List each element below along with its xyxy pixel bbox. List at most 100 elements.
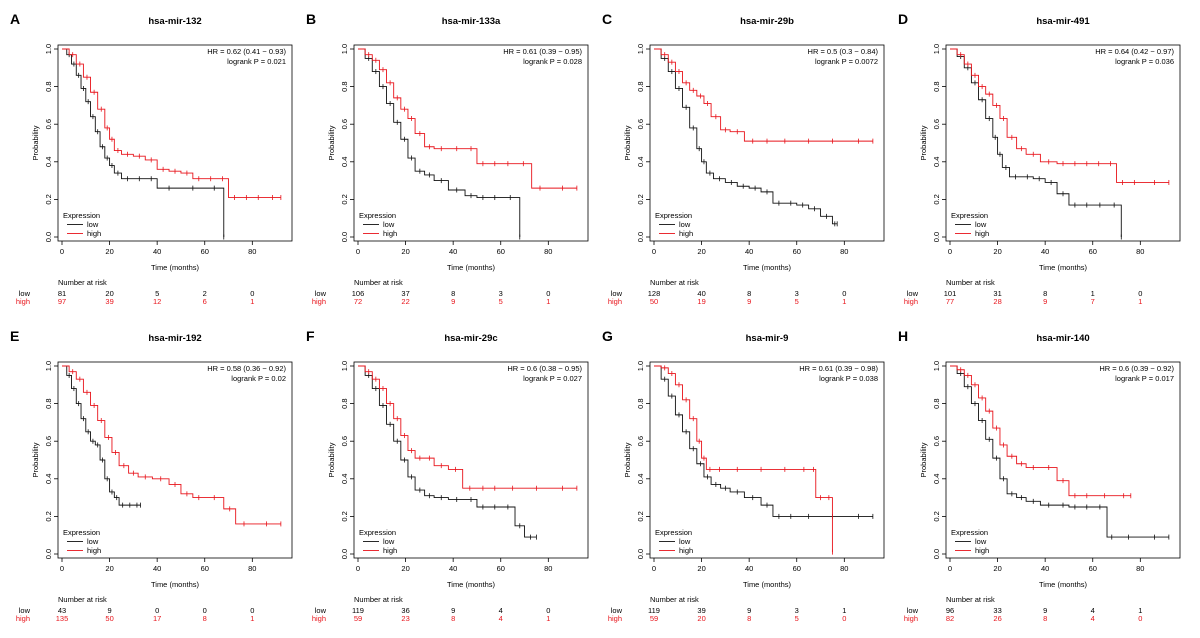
legend-label-low: low	[679, 537, 691, 546]
risk-value-low: 8	[1043, 289, 1047, 298]
x-tick-label: 60	[497, 247, 505, 256]
legend-label-high: high	[975, 546, 989, 555]
risk-value-low: 20	[105, 289, 113, 298]
risk-value-low: 33	[993, 606, 1001, 615]
legend-label-high: high	[975, 229, 989, 238]
x-axis-label: Time (months)	[151, 580, 200, 589]
series-line-high	[62, 48, 281, 198]
y-tick-label: 0.4	[340, 157, 349, 167]
x-tick-label: 60	[201, 247, 209, 256]
risk-table-title: Number at risk	[650, 595, 699, 604]
series-line-high	[654, 48, 873, 142]
risk-value-low: 128	[648, 289, 661, 298]
y-tick-label: 1.0	[340, 44, 349, 54]
panel-letter: B	[306, 11, 316, 27]
legend-title: Expression	[655, 528, 692, 537]
x-tick-label: 40	[153, 247, 161, 256]
risk-value-high: 135	[56, 614, 69, 623]
panel-letter: F	[306, 328, 315, 344]
y-tick-label: 0.8	[636, 398, 645, 408]
y-tick-label: 1.0	[932, 361, 941, 371]
y-tick-label: 0.0	[932, 549, 941, 559]
y-tick-label: 0.8	[44, 398, 53, 408]
x-tick-label: 0	[60, 564, 64, 573]
legend-title: Expression	[951, 211, 988, 220]
logrank-annotation: logrank P = 0.0072	[815, 57, 878, 66]
x-tick-label: 80	[1136, 247, 1144, 256]
y-tick-label: 0.4	[44, 157, 53, 167]
legend-title: Expression	[359, 211, 396, 220]
risk-value-low: 43	[58, 606, 66, 615]
risk-value-high: 23	[401, 614, 409, 623]
legend-label-low: low	[383, 537, 395, 546]
risk-value-high: 9	[451, 297, 455, 306]
x-axis-label: Time (months)	[1039, 580, 1088, 589]
x-tick-label: 40	[153, 564, 161, 573]
risk-row-label-high: high	[312, 297, 326, 306]
y-tick-label: 0.4	[932, 474, 941, 484]
y-tick-label: 0.2	[636, 511, 645, 521]
x-tick-label: 40	[745, 564, 753, 573]
x-tick-label: 20	[993, 247, 1001, 256]
x-tick-label: 60	[1089, 564, 1097, 573]
y-tick-label: 0.6	[636, 436, 645, 446]
risk-value-low: 81	[58, 289, 66, 298]
y-tick-label: 0.4	[340, 474, 349, 484]
y-tick-label: 0.2	[44, 511, 53, 521]
y-tick-label: 0.0	[44, 232, 53, 242]
risk-value-low: 106	[352, 289, 365, 298]
y-axis-label: Probability	[327, 442, 336, 477]
y-tick-label: 0.4	[636, 157, 645, 167]
legend-label-low: low	[975, 537, 987, 546]
panel-letter: E	[10, 328, 19, 344]
x-tick-label: 40	[1041, 564, 1049, 573]
logrank-annotation: logrank P = 0.036	[1115, 57, 1174, 66]
risk-value-low: 5	[155, 289, 159, 298]
risk-row-label-low: low	[907, 289, 919, 298]
risk-row-label-high: high	[16, 297, 30, 306]
panel-title: hsa-mir-192	[148, 333, 201, 344]
legend-label-high: high	[383, 546, 397, 555]
risk-value-low: 9	[451, 606, 455, 615]
risk-value-low: 0	[203, 606, 207, 615]
logrank-annotation: logrank P = 0.027	[523, 374, 582, 383]
series-line-low	[654, 365, 873, 517]
legend-label-high: high	[679, 229, 693, 238]
risk-value-low: 8	[747, 289, 751, 298]
x-tick-label: 60	[793, 247, 801, 256]
x-axis-label: Time (months)	[1039, 263, 1088, 272]
x-tick-label: 20	[105, 564, 113, 573]
y-tick-label: 0.0	[932, 232, 941, 242]
x-tick-label: 0	[652, 564, 656, 573]
risk-row-label-high: high	[16, 614, 30, 623]
risk-value-high: 50	[105, 614, 113, 623]
risk-value-high: 8	[451, 614, 455, 623]
x-tick-label: 80	[248, 247, 256, 256]
risk-value-high: 1	[250, 297, 254, 306]
risk-value-high: 97	[58, 297, 66, 306]
panel-title: hsa-mir-29c	[444, 333, 497, 344]
y-tick-label: 0.0	[636, 549, 645, 559]
series-line-high	[358, 48, 577, 189]
hr-annotation: HR = 0.64 (0.42 − 0.97)	[1095, 47, 1174, 56]
y-tick-label: 0.8	[340, 81, 349, 91]
legend-label-high: high	[87, 229, 101, 238]
x-axis-label: Time (months)	[743, 580, 792, 589]
x-tick-label: 40	[449, 247, 457, 256]
series-line-low	[950, 365, 1169, 538]
risk-value-high: 50	[650, 297, 658, 306]
risk-value-low: 101	[944, 289, 957, 298]
risk-value-high: 1	[546, 297, 550, 306]
y-tick-label: 0.2	[340, 511, 349, 521]
risk-value-high: 20	[697, 614, 705, 623]
series-line-low	[358, 48, 521, 237]
x-axis-label: Time (months)	[743, 263, 792, 272]
x-tick-label: 80	[544, 247, 552, 256]
risk-value-low: 31	[993, 289, 1001, 298]
risk-value-high: 6	[203, 297, 207, 306]
risk-table-title: Number at risk	[354, 278, 403, 287]
y-tick-label: 0.8	[44, 81, 53, 91]
risk-value-high: 1	[546, 614, 550, 623]
risk-value-high: 5	[795, 297, 799, 306]
